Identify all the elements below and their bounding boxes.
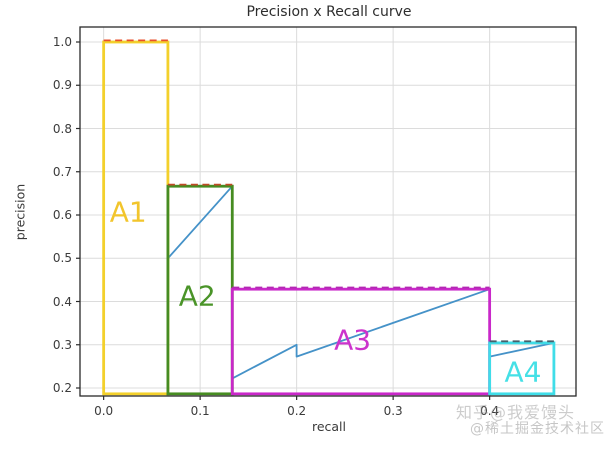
y-tick-label: 0.6: [52, 208, 72, 222]
y-tick-label: 0.4: [52, 294, 72, 309]
x-tick-label: 0.4: [480, 404, 500, 418]
x-tick-label: 0.1: [190, 404, 210, 418]
y-tick-label: 1.0: [52, 35, 72, 49]
x-tick-label: 0.3: [383, 404, 403, 418]
area-rect-a4: [488, 341, 556, 396]
y-tick-label: 0.2: [52, 380, 72, 395]
x-tick-label: 0.0: [94, 404, 114, 418]
y-tick-label: 0.3: [52, 337, 72, 352]
x-axis-label: recall: [311, 419, 347, 434]
watermark-line-2: @稀土掘金技术社区: [470, 421, 605, 437]
area-label-a2: A2: [178, 279, 216, 313]
axes-frame: [79, 26, 577, 397]
y-axis-label: precision: [12, 183, 28, 241]
y-tick-label: 0.8: [52, 121, 72, 136]
area-label-a1: A1: [109, 195, 147, 229]
area-label-a4: A4: [504, 355, 542, 389]
y-tick-label: 0.5: [52, 251, 72, 266]
watermark-line-1: 知乎@我爱馒头: [456, 403, 576, 422]
area-label-a3: A3: [334, 323, 372, 357]
chart-title: Precision x Recall curve: [246, 4, 412, 20]
y-tick-label: 0.9: [52, 78, 72, 93]
y-tick-label: 0.7: [52, 164, 72, 179]
x-tick-label: 0.2: [287, 404, 307, 418]
